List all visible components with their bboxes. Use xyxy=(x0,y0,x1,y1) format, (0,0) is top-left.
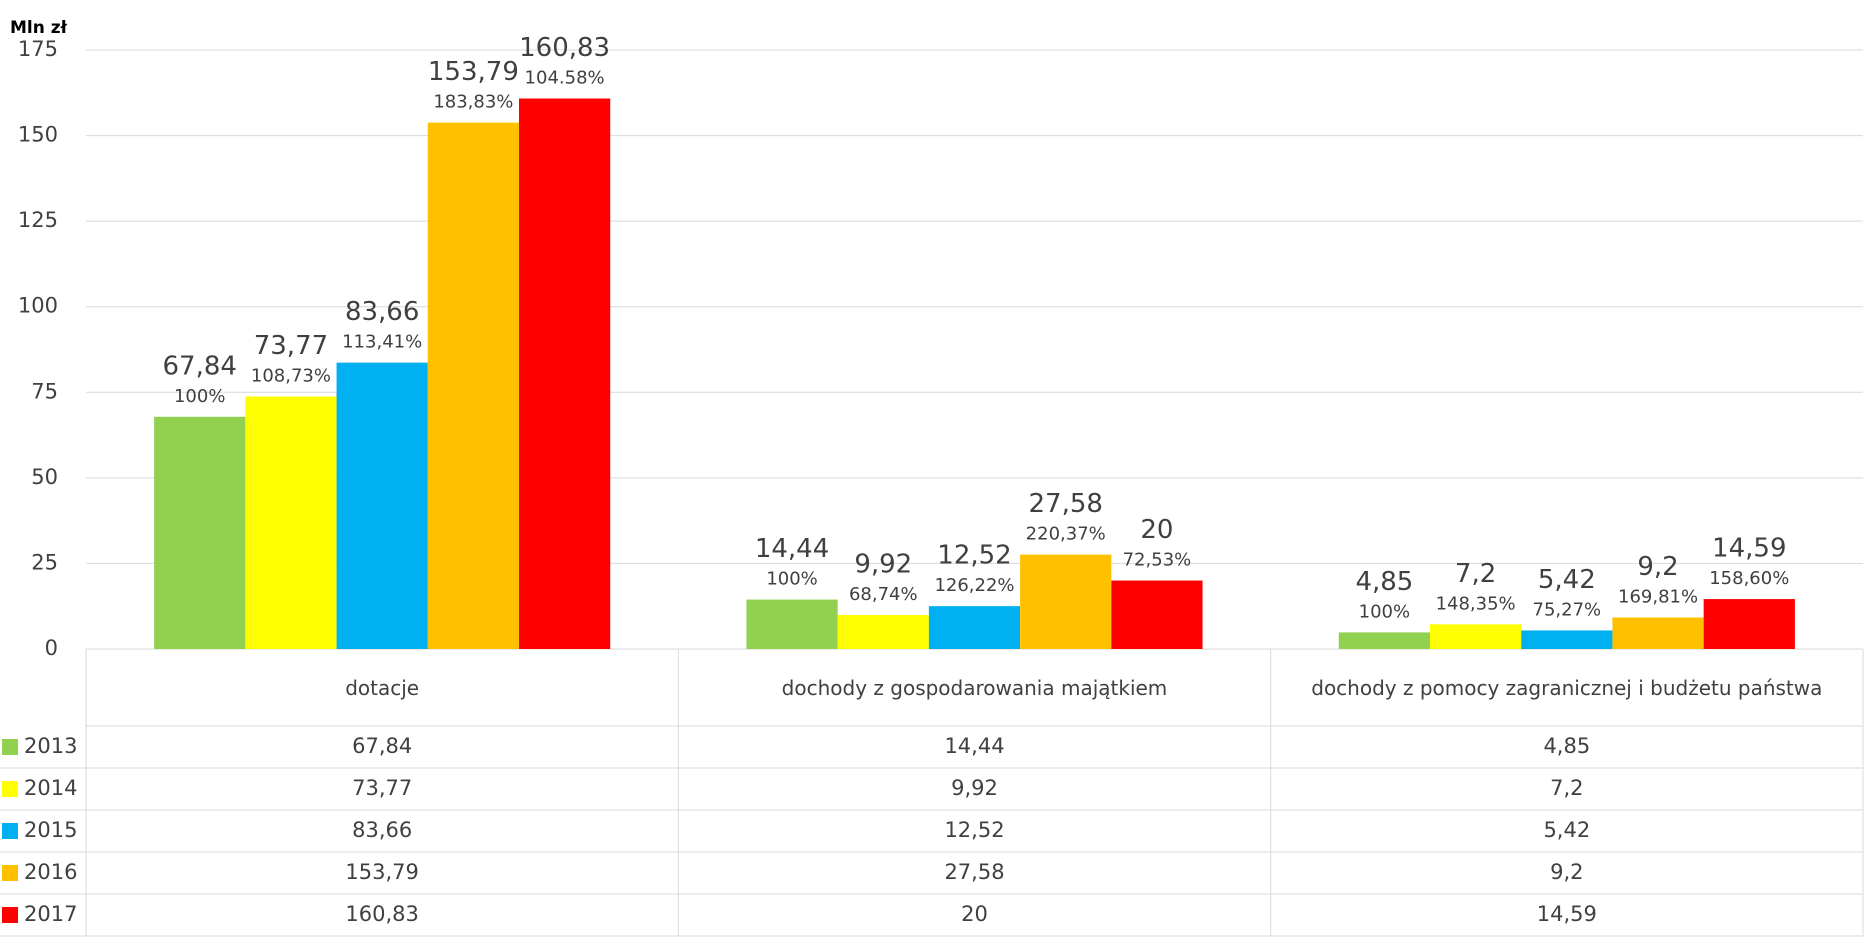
change-label: 68,74% xyxy=(849,584,918,605)
table-cell: 20 xyxy=(961,902,988,926)
change-label: 148,35% xyxy=(1436,593,1516,614)
table-cell: 7,2 xyxy=(1550,776,1583,800)
value-label: 73,77 xyxy=(254,331,328,361)
x-tick-label: dochody z gospodarowania majątkiem xyxy=(781,675,1168,700)
x-tick-label: dotacje xyxy=(345,675,420,700)
value-label: 5,42 xyxy=(1538,565,1596,595)
bar xyxy=(245,396,337,649)
bar xyxy=(1612,617,1704,649)
change-label: 183,83% xyxy=(433,92,513,113)
table-cell: 12,52 xyxy=(944,818,1004,842)
table-cell: 9,2 xyxy=(1550,860,1583,884)
bar xyxy=(837,615,929,649)
change-label: 113,41% xyxy=(342,332,422,353)
change-label: 104.58% xyxy=(525,68,605,89)
value-label: 14,59 xyxy=(1712,534,1786,564)
y-tick-label: 150 xyxy=(18,123,58,147)
change-label: 72,53% xyxy=(1123,550,1192,571)
legend-key xyxy=(2,739,18,755)
table-cell: 160,83 xyxy=(345,902,418,926)
bar xyxy=(336,362,428,649)
legend-key xyxy=(2,865,18,881)
table-cell: 67,84 xyxy=(352,734,412,758)
bar xyxy=(427,122,519,649)
table-cell: 153,79 xyxy=(345,860,418,884)
value-label: 14,44 xyxy=(755,534,829,564)
change-label: 126,22% xyxy=(934,575,1014,596)
y-tick-label: 0 xyxy=(45,636,58,660)
change-label: 100% xyxy=(174,386,225,407)
bar xyxy=(1703,599,1795,649)
table-cell: 73,77 xyxy=(352,776,412,800)
bar xyxy=(928,606,1021,649)
category-cell: dochody z gospodarowania majątkiem xyxy=(781,675,1168,700)
y-tick-label: 50 xyxy=(31,465,58,489)
value-label: 9,2 xyxy=(1637,552,1678,582)
bar xyxy=(1338,632,1431,649)
change-label: 108,73% xyxy=(251,365,331,386)
value-label: 67,84 xyxy=(163,351,237,381)
bar xyxy=(1111,580,1203,649)
change-label: 100% xyxy=(1359,601,1410,622)
bar xyxy=(154,416,246,649)
bar xyxy=(746,599,838,649)
legend-label: 2013 xyxy=(24,734,77,758)
legend-label: 2014 xyxy=(24,776,77,800)
change-label: 220,37% xyxy=(1026,524,1106,545)
y-tick-label: 175 xyxy=(18,37,58,61)
change-label: 100% xyxy=(766,569,817,590)
y-tick-label: 75 xyxy=(31,379,58,403)
table-cell: 83,66 xyxy=(352,818,412,842)
table-cell: 14,44 xyxy=(944,734,1004,758)
legend-key xyxy=(2,907,18,923)
table-cell: 9,92 xyxy=(951,776,998,800)
y-axis-label: Mln zł xyxy=(10,18,68,38)
bar xyxy=(518,98,611,649)
bar xyxy=(1521,630,1613,649)
value-label: 12,52 xyxy=(937,541,1011,571)
table-cell: 27,58 xyxy=(944,860,1004,884)
category-cell: dochody z pomocy zagranicznej i budżetu … xyxy=(1311,675,1823,700)
table-cell: 5,42 xyxy=(1543,818,1590,842)
value-label: 9,92 xyxy=(854,550,912,580)
value-label: 83,66 xyxy=(345,297,419,327)
bar xyxy=(1430,624,1522,649)
legend-label: 2015 xyxy=(24,818,77,842)
bar xyxy=(1020,554,1112,649)
table-cell: 4,85 xyxy=(1543,734,1590,758)
legend-key xyxy=(2,781,18,797)
legend-label: 2017 xyxy=(24,902,77,926)
value-label: 160,83 xyxy=(519,33,610,63)
change-label: 158,60% xyxy=(1709,568,1789,589)
category-cell: dotacje xyxy=(345,675,420,700)
value-label: 7,2 xyxy=(1455,559,1496,589)
value-label: 153,79 xyxy=(428,57,519,87)
y-tick-label: 25 xyxy=(31,550,58,574)
value-label: 4,85 xyxy=(1355,567,1413,597)
legend-key xyxy=(2,823,18,839)
legend-label: 2016 xyxy=(24,860,77,884)
change-label: 75,27% xyxy=(1533,599,1602,620)
value-label: 27,58 xyxy=(1029,489,1103,519)
x-tick-label: dochody z pomocy zagranicznej i budżetu … xyxy=(1311,675,1823,700)
y-tick-label: 100 xyxy=(18,294,58,318)
table-cell: 14,59 xyxy=(1537,902,1597,926)
y-tick-label: 125 xyxy=(18,208,58,232)
change-label: 169,81% xyxy=(1618,587,1698,608)
value-label: 20 xyxy=(1140,515,1173,545)
